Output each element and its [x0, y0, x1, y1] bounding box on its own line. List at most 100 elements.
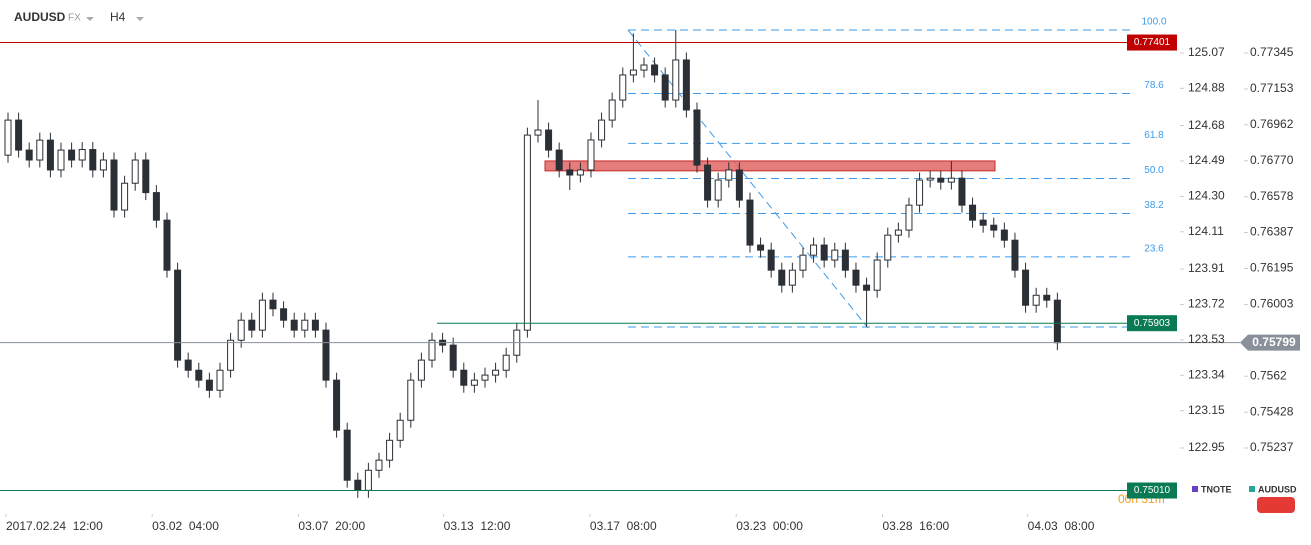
candle-body [555, 149, 563, 171]
fib-label: 23.6 [1144, 244, 1164, 255]
candle-body [852, 269, 860, 286]
x-tick-label: 03.02 04:00 [152, 519, 219, 533]
candle-body [884, 234, 892, 261]
candle-body [142, 159, 150, 194]
candle-body [619, 74, 627, 101]
candle-body [15, 119, 23, 151]
candle-body [131, 159, 139, 184]
candle-body [1043, 294, 1051, 301]
candle-body [916, 179, 924, 206]
timeframe[interactable]: H4 [110, 10, 126, 24]
candle-body [227, 339, 235, 371]
y-tick-label: 0.76962 [1250, 117, 1294, 131]
action-button[interactable] [1257, 497, 1295, 513]
candle-body [1000, 229, 1008, 241]
y2-tick-label: 124.11 [1188, 224, 1224, 238]
candle-body [78, 149, 86, 161]
fib-label: 50.0 [1144, 165, 1164, 176]
candle-body [1011, 239, 1019, 271]
candle-body [841, 249, 849, 271]
candle-body [68, 149, 76, 161]
candle-body [121, 182, 129, 211]
candle-body [629, 69, 637, 76]
x-tick-label: 03.23 00:00 [736, 519, 803, 533]
candle-body [364, 469, 372, 491]
legend-swatch [1249, 486, 1255, 492]
candle-body [990, 224, 998, 231]
dropdown-arrow[interactable] [86, 17, 94, 21]
level-label: 0.77401 [1134, 37, 1171, 48]
candle-body [343, 429, 351, 481]
candle-body [672, 59, 680, 101]
level-tag [1127, 34, 1177, 51]
candle-body [767, 249, 775, 271]
candle-body [905, 204, 913, 231]
candle-body [174, 269, 182, 361]
fib-label: 38.2 [1144, 200, 1164, 211]
y2-tick-label: 122.95 [1188, 440, 1225, 454]
y2-tick-label: 123.53 [1188, 332, 1225, 346]
candle-body [428, 339, 436, 361]
y2-tick-label: 124.30 [1188, 189, 1225, 203]
candle-body [576, 169, 584, 176]
symbol[interactable]: AUDUSD [14, 10, 66, 24]
candle-body [640, 64, 648, 71]
candle-body [778, 269, 786, 286]
level-label: 0.75010 [1134, 485, 1171, 496]
candle-body [417, 359, 425, 381]
candle-body [152, 192, 160, 221]
fib-label: 61.8 [1144, 130, 1164, 141]
candle-body [587, 139, 595, 171]
candle-body [407, 379, 415, 421]
y2-tick-label: 123.91 [1188, 261, 1225, 275]
candle-body [4, 119, 12, 156]
candle-body [608, 99, 616, 121]
dropdown-arrow[interactable] [136, 17, 144, 21]
candle-body [502, 354, 510, 371]
y-tick-label: 0.76578 [1250, 189, 1294, 203]
candle-body [184, 359, 192, 371]
candle-body [99, 159, 107, 171]
level-label: 0.75903 [1134, 318, 1171, 329]
candle-body [873, 259, 881, 291]
fib-label: 78.6 [1144, 80, 1164, 91]
y2-tick-label: 124.88 [1188, 80, 1225, 94]
level-tag [1127, 315, 1177, 332]
fib-label: 100.0 [1141, 17, 1166, 28]
candle-body [661, 74, 669, 101]
candle-body [788, 269, 796, 286]
y-tick-label: 0.77345 [1250, 45, 1294, 59]
candle-body [831, 249, 839, 261]
market: FX [68, 13, 81, 24]
candle-body [322, 329, 330, 381]
candle-body [205, 379, 213, 391]
candle-body [566, 169, 574, 176]
x-tick-label: 03.07 20:00 [298, 519, 365, 533]
candle-body [1053, 299, 1061, 344]
candle-body [396, 419, 404, 441]
candle-body [534, 129, 542, 136]
candle-body [523, 134, 531, 331]
candle-body [1032, 294, 1040, 306]
candle-body [937, 177, 945, 183]
y2-tick-label: 123.72 [1188, 297, 1225, 311]
candle-body [651, 64, 659, 76]
legend-label: AUDUSD [1258, 484, 1297, 494]
y2-tick-label: 123.15 [1188, 403, 1225, 417]
candle-body [110, 159, 118, 211]
candle-body [704, 164, 712, 201]
candle-body [693, 109, 701, 166]
legend-label: TNOTE [1201, 484, 1232, 494]
candle-body [947, 177, 955, 183]
zone [544, 160, 996, 172]
y-tick-label: 0.76770 [1250, 153, 1294, 167]
candle-body [492, 369, 500, 376]
candle-body [163, 219, 171, 271]
candle-body [237, 319, 245, 341]
candle-body [46, 139, 54, 171]
candle-body [258, 299, 266, 331]
candle-body [969, 204, 977, 221]
candle-body [311, 319, 319, 331]
